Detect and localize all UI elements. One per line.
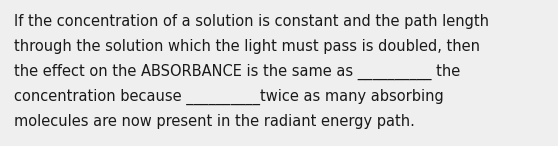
Text: molecules are now present in the radiant energy path.: molecules are now present in the radiant…: [14, 114, 415, 129]
Text: If the concentration of a solution is constant and the path length: If the concentration of a solution is co…: [14, 14, 489, 29]
Text: through the solution which the light must pass is doubled, then: through the solution which the light mus…: [14, 39, 480, 54]
Text: concentration because __________twice as many absorbing: concentration because __________twice as…: [14, 89, 444, 105]
Text: the effect on the ABSORBANCE is the same as __________ the: the effect on the ABSORBANCE is the same…: [14, 64, 460, 80]
